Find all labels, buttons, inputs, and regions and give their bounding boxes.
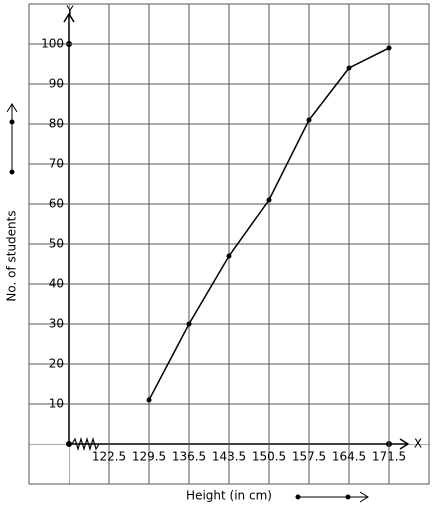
data-point bbox=[306, 117, 312, 123]
y-tick-label: 60 bbox=[49, 197, 64, 211]
y-tick-label: 70 bbox=[49, 157, 64, 171]
x-tick-label: 122.5 bbox=[92, 450, 126, 464]
x-tick-label: 129.5 bbox=[132, 450, 166, 464]
y-axis-letter: Y bbox=[65, 4, 74, 18]
y-tick-label: 30 bbox=[49, 317, 64, 331]
x-tick-label: 150.5 bbox=[252, 450, 286, 464]
x-axis-letter: X bbox=[414, 437, 422, 451]
y-tick-label: 20 bbox=[49, 357, 64, 371]
data-point bbox=[186, 321, 192, 327]
x-tick-label: 164.5 bbox=[332, 450, 366, 464]
data-point bbox=[266, 197, 272, 203]
data-point bbox=[226, 253, 232, 259]
y-axis-label: No. of students bbox=[5, 210, 19, 301]
x-tick-label: 171.5 bbox=[372, 450, 406, 464]
data-point bbox=[346, 65, 352, 71]
axes bbox=[63, 12, 410, 452]
y-tick-label: 40 bbox=[49, 277, 64, 291]
data-point bbox=[146, 397, 152, 403]
y-tick-label: 10 bbox=[49, 397, 64, 411]
data-point bbox=[386, 45, 392, 51]
y-tick-label: 90 bbox=[49, 77, 64, 91]
x-tick-label: 157.5 bbox=[292, 450, 326, 464]
x-axis-label: Height (in cm) bbox=[186, 489, 272, 503]
x-tick-label: 143.5 bbox=[212, 450, 246, 464]
y-tick-label: 50 bbox=[49, 237, 64, 251]
y-tick-label: 100 bbox=[41, 37, 64, 51]
x-tick-label: 136.5 bbox=[172, 450, 206, 464]
y-tick-label: 80 bbox=[49, 117, 64, 131]
